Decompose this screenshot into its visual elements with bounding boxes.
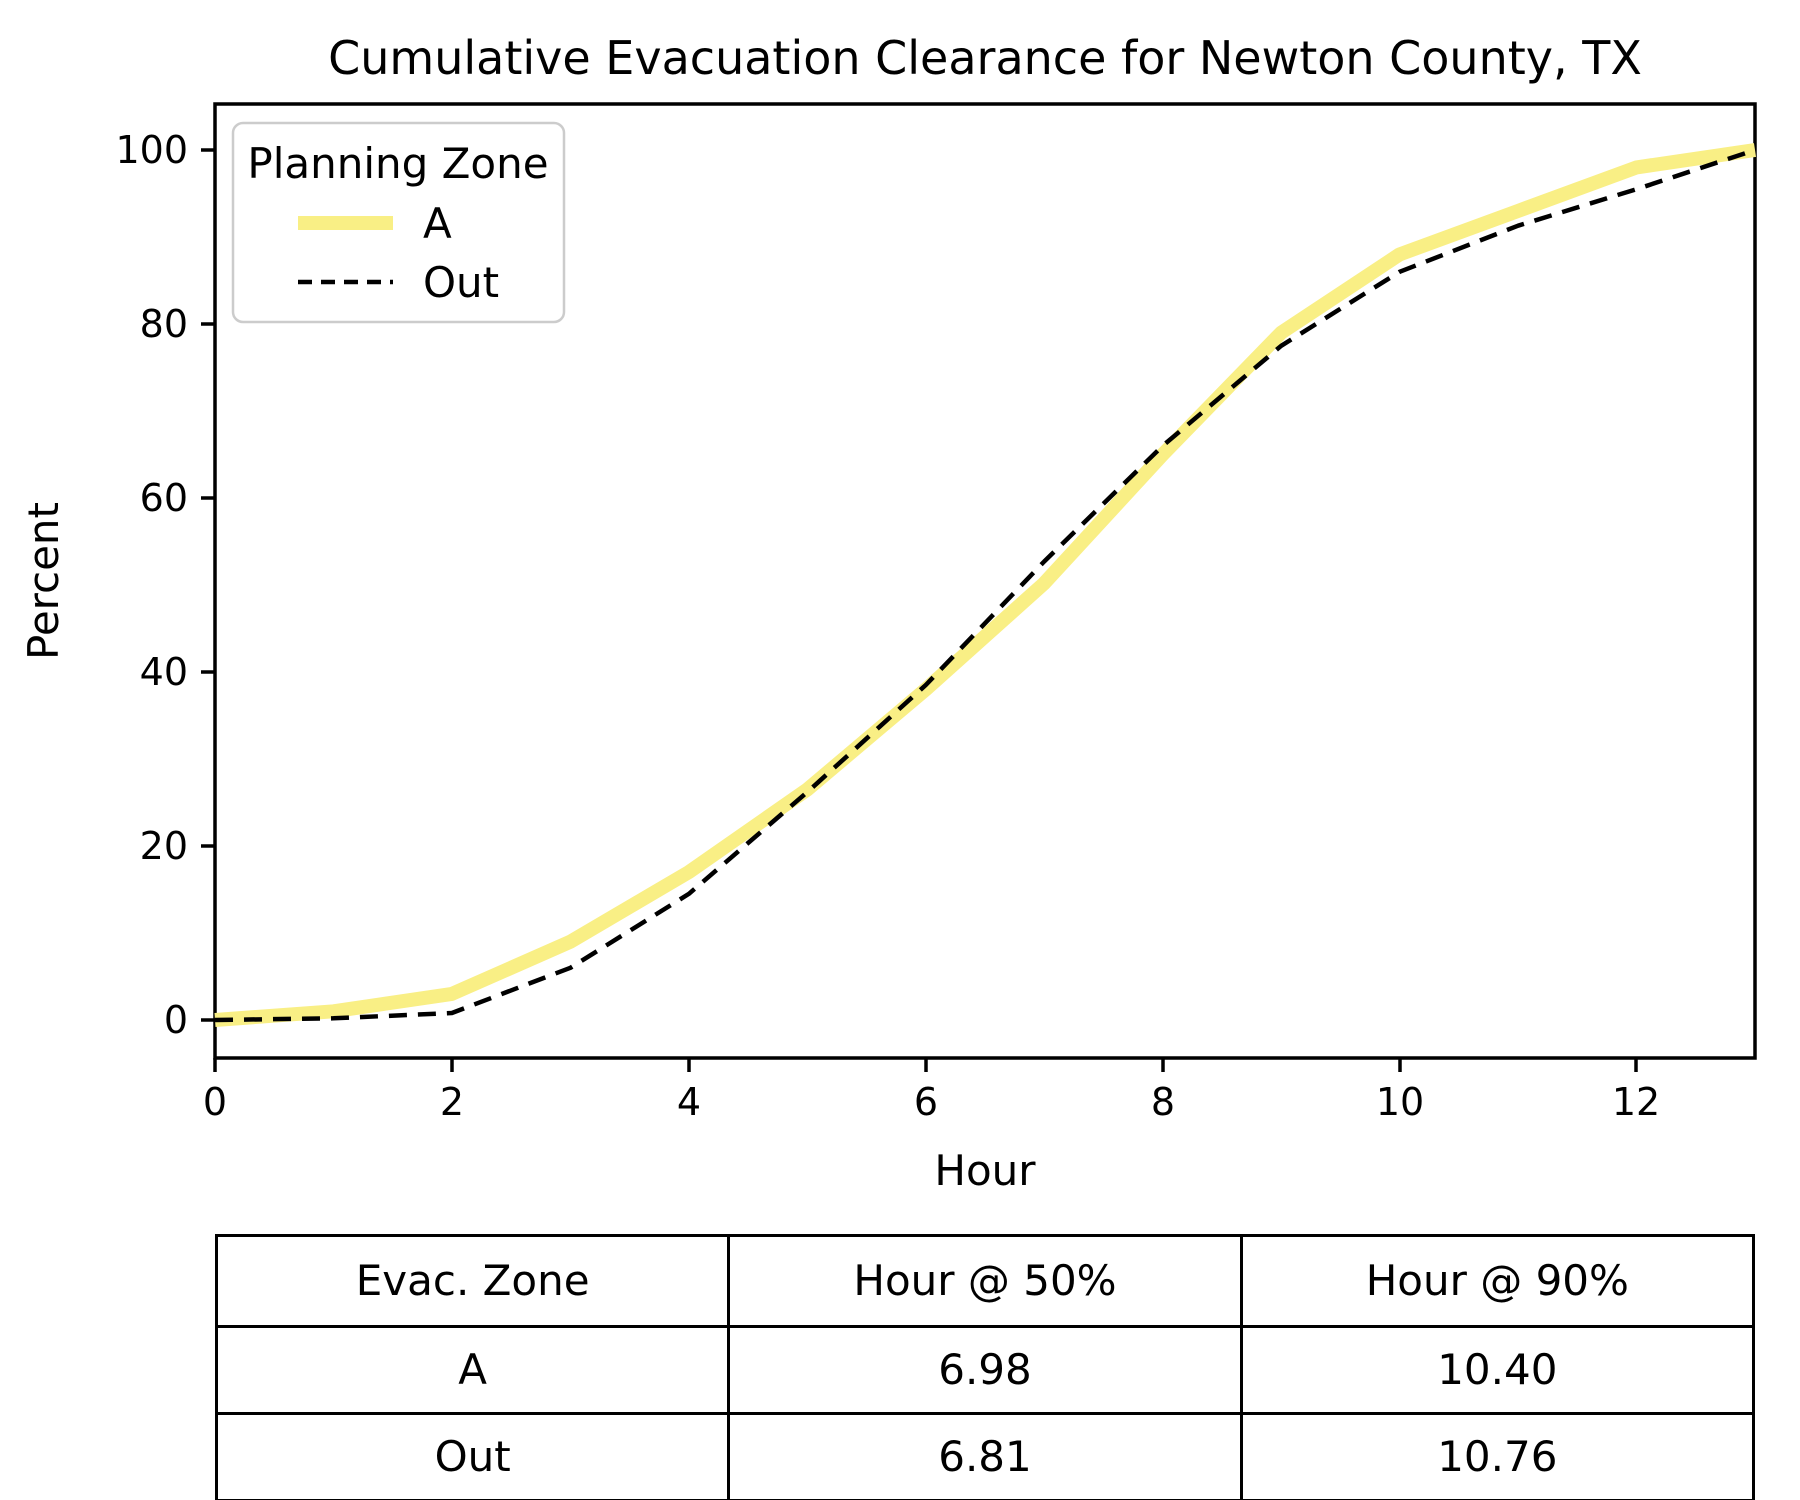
clearance-chart: Cumulative Evacuation Clearance for Newt… [19, 31, 1757, 1195]
y-tick-label: 40 [140, 650, 188, 694]
series-a-line [214, 143, 1757, 1027]
series-lines [214, 143, 1757, 1027]
legend-title: Planning Zone [247, 139, 548, 188]
table-header-hour-90: Hour @ 90% [1239, 1234, 1756, 1328]
y-axis-tick-labels: 0 20 40 60 80 100 [115, 128, 188, 1042]
plot-border [213, 102, 1757, 1060]
legend-item-out: Out [298, 258, 499, 307]
legend-box [231, 121, 566, 324]
series-out-line [214, 147, 1756, 1023]
table-cell-out-hour90: 10.76 [1239, 1412, 1756, 1500]
x-axis-tick-labels: 0 2 4 6 8 10 12 [203, 1080, 1660, 1124]
y-tick-label: 20 [140, 824, 188, 868]
table-row-out: Out 6.81 10.76 [214, 1412, 1756, 1500]
table-cell-a-hour50: 6.98 [727, 1325, 1243, 1415]
x-axis-ticks [213, 1058, 1638, 1072]
table-cell-zone-out: Out [214, 1412, 731, 1500]
legend-label-a: A [423, 199, 452, 248]
table-cell-a-hour90: 10.40 [1239, 1325, 1756, 1415]
y-tick-label: 100 [115, 128, 188, 172]
x-tick-label: 12 [1612, 1080, 1660, 1124]
table-header-evac-zone: Evac. Zone [214, 1234, 731, 1328]
table-cell-out-hour50: 6.81 [727, 1412, 1243, 1500]
y-tick-label: 60 [140, 476, 188, 520]
y-axis-ticks [201, 148, 215, 1022]
table-row-a: A 6.98 10.40 [214, 1325, 1756, 1415]
x-tick-label: 4 [677, 1080, 701, 1124]
x-tick-label: 10 [1376, 1080, 1424, 1124]
x-axis-label: Hour [934, 1146, 1036, 1195]
legend-label-out: Out [423, 258, 499, 307]
legend: Planning Zone A Out [231, 121, 566, 324]
table-cell-zone-a: A [214, 1325, 731, 1415]
x-tick-label: 0 [203, 1080, 227, 1124]
chart-title: Cumulative Evacuation Clearance for Newt… [328, 31, 1642, 85]
x-tick-label: 6 [914, 1080, 938, 1124]
y-axis-label: Percent [19, 502, 68, 660]
y-tick-label: 80 [140, 302, 188, 346]
x-tick-label: 8 [1151, 1080, 1175, 1124]
table-header-row: Evac. Zone Hour @ 50% Hour @ 90% [214, 1234, 1756, 1328]
summary-table: Evac. Zone Hour @ 50% Hour @ 90% A 6.98 … [214, 1234, 1756, 1500]
y-tick-label: 0 [164, 998, 188, 1042]
legend-item-a: A [298, 199, 452, 248]
table-header-hour-50: Hour @ 50% [727, 1234, 1243, 1328]
x-tick-label: 2 [440, 1080, 464, 1124]
